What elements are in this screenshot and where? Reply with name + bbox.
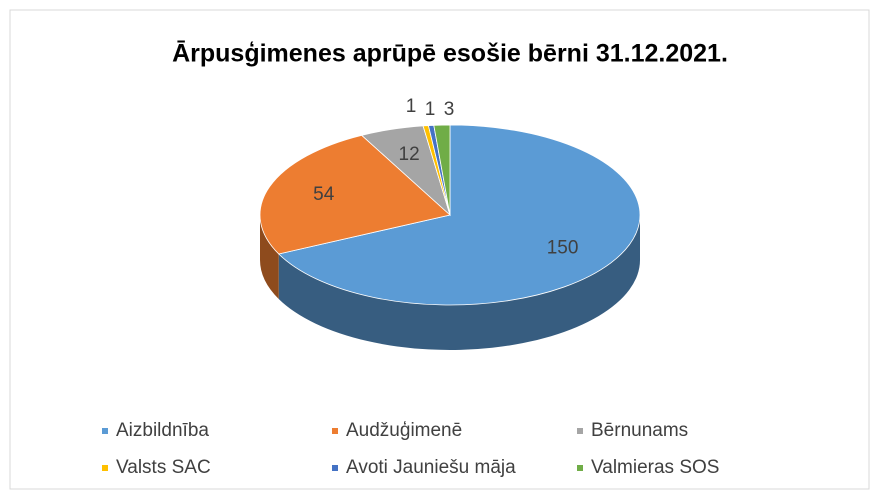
legend-label: Avoti Jauniešu māja [346,457,516,478]
legend-label: Valsts SAC [116,457,211,478]
data-label: 3 [444,99,455,120]
legend-marker [577,465,583,471]
slice-side [278,215,640,350]
legend-label: Audžuģimenē [346,420,462,441]
data-label: 1 [406,96,417,117]
legend-marker [332,428,338,434]
legend-marker [577,428,583,434]
chart-title: Ārpusģimenes aprūpē esošie bērni 31.12.2… [172,40,728,68]
slice-side [260,215,279,299]
legend-marker [332,465,338,471]
legend-label: Aizbildnība [116,420,209,441]
legend-label: Bērnunams [591,420,688,441]
slice [259,134,451,255]
data-label: 150 [547,238,579,259]
legend-marker [102,465,108,471]
slice [433,124,451,216]
data-label: 54 [313,184,335,205]
legend-marker [102,428,108,434]
slice [277,124,641,306]
data-label: 12 [399,144,420,165]
data-label: 1 [425,99,436,120]
legend-label: Valmieras SOS [591,457,719,478]
